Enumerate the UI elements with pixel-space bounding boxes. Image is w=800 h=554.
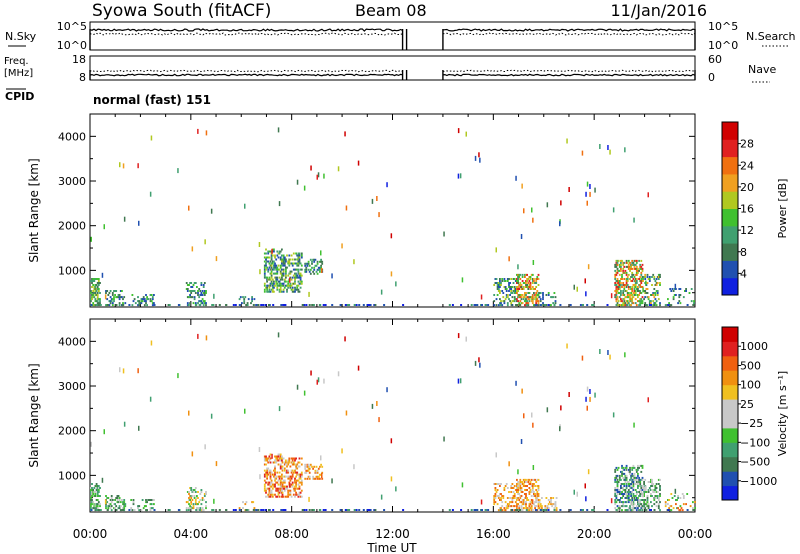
- nsky-panel: 10^5 10^0 N.Sky 10^5 10^0 N.Search: [5, 20, 796, 52]
- colorbar-swatch-0-5: [722, 191, 738, 209]
- colorbar-swatch-0-3: [722, 225, 738, 244]
- power-panel: 1000 2000 3000 4000 Slant Range [km] 28 24 20 16…: [27, 113, 789, 308]
- nsky-lines-dotted-1: [442, 32, 696, 36]
- freq-tick-top: 18: [72, 53, 86, 66]
- y-tick-label-0-3: 4000: [58, 130, 86, 143]
- colorbar-tick-1-4: −25: [740, 417, 763, 430]
- x-tick-label-1: 04:00: [174, 527, 209, 541]
- freq-label: Freq.: [4, 56, 29, 67]
- colorbar-swatch-0-9: [722, 122, 738, 140]
- colorbar-tick-0-3: 16: [740, 203, 754, 216]
- colorbar-tick-0-1: 24: [740, 159, 754, 172]
- colorbar-swatch-1-10: [722, 341, 738, 357]
- cpid-label: CPID: [5, 90, 34, 103]
- station-title: Syowa South (fitACF): [92, 1, 271, 21]
- colorbar-label-1: Velocity [m s⁻¹]: [776, 371, 789, 456]
- nsky-lines-solid-0: [89, 28, 403, 32]
- nave-tick-bottom: 0: [708, 71, 715, 84]
- y-tick-label-0-2: 3000: [58, 175, 86, 188]
- date-label: 11/Jan/2016: [610, 1, 707, 20]
- y-tick-label-0-1: 2000: [58, 220, 86, 233]
- colorbar-swatch-1-3: [722, 442, 738, 458]
- colorbar-tick-1-1: 500: [740, 359, 761, 372]
- y-tick-label-0-0: 1000: [58, 264, 86, 277]
- colorbar-swatch-0-4: [722, 208, 738, 227]
- panel-frame-0: [89, 113, 696, 308]
- data-cells-1: [90, 332, 696, 512]
- colorbar-tick-0-0: 28: [740, 138, 754, 151]
- freq-lines-dotted-0: [89, 69, 403, 73]
- panel-frame-1: [89, 318, 696, 513]
- colorbar-swatch-1-4: [722, 427, 738, 443]
- x-tick-label-2: 08:00: [274, 527, 309, 541]
- freq-lines-solid-1: [442, 73, 696, 77]
- data-cells-0: [90, 127, 695, 307]
- y-tick-label-1-2: 3000: [58, 380, 86, 393]
- freq-panel: 18 8 Freq. [MHz] 60 0 Nave: [4, 53, 776, 84]
- colorbar-tick-0-6: 4: [740, 267, 747, 280]
- colorbar-tick-0-2: 20: [740, 181, 754, 194]
- x-tick-label-4: 16:00: [476, 527, 511, 541]
- freq-unit-label: [MHz]: [4, 68, 33, 79]
- colorbar-swatch-0-8: [722, 139, 738, 158]
- x-axis: 00:00 04:00 08:00 12:00 16:00 20:00 00:00: [73, 527, 713, 541]
- nsky-lines-solid-1: [442, 28, 696, 32]
- freq-tick-bottom: 8: [79, 71, 86, 84]
- nsky-tick-top: 10^5: [57, 20, 87, 33]
- nsky-lines-dotted-0: [89, 32, 403, 36]
- y-axis-label-0: Slant Range [km]: [27, 158, 41, 262]
- colorbar-swatch-1-8: [722, 370, 738, 386]
- nsky-label: N.Sky: [5, 30, 37, 43]
- beam-label: Beam 08: [355, 1, 427, 20]
- colorbar-tick-0-4: 12: [740, 224, 754, 237]
- colorbar-swatch-1-7: [722, 384, 738, 400]
- x-axis-label: Time UT: [366, 541, 417, 554]
- nsearch-tick-top: 10^5: [708, 20, 738, 33]
- colorbar-swatch-1-6: [722, 399, 738, 414]
- colorbar-0: 28 24 20 16 12 8 4 Power [dB]: [721, 121, 789, 296]
- nsearch-tick-bottom: 10^0: [708, 39, 738, 52]
- cpid-text: normal (fast) 151: [93, 93, 211, 107]
- nave-tick-top: 60: [708, 53, 722, 66]
- colorbar-swatch-1-11: [722, 327, 738, 342]
- freq-lines-solid-0: [89, 73, 403, 77]
- colorbar-tick-1-0: 1000: [740, 340, 768, 353]
- colorbar-swatch-0-6: [722, 173, 738, 192]
- colorbar-tick-1-2: 100: [740, 379, 761, 392]
- colorbar-swatch-0-1: [722, 260, 738, 279]
- colorbar-tick-1-7: −1000: [740, 475, 777, 488]
- colorbar-swatch-0-0: [722, 277, 738, 296]
- x-tick-label-6: 00:00: [678, 527, 713, 541]
- colorbar-swatch-1-0: [722, 485, 738, 501]
- colorbar-swatch-0-7: [722, 156, 738, 175]
- colorbar-1: 1000 500 100 25 −25 −100 −500 −1000 Velocity [m …: [721, 326, 789, 501]
- colorbar-tick-1-5: −100: [740, 436, 770, 449]
- nsearch-label: N.Search: [746, 30, 796, 43]
- y-tick-label-1-3: 4000: [58, 335, 86, 348]
- y-tick-label-1-1: 2000: [58, 425, 86, 438]
- colorbar-label-0: Power [dB]: [776, 179, 789, 239]
- y-tick-label-1-0: 1000: [58, 469, 86, 482]
- colorbar-tick-1-3: 25: [740, 398, 754, 411]
- colorbar-swatch-1-2: [722, 456, 738, 472]
- x-tick-label-5: 20:00: [577, 527, 612, 541]
- colorbar-swatch-0-2: [722, 243, 738, 261]
- y-axis-label-1: Slant Range [km]: [27, 363, 41, 467]
- x-tick-label-0: 00:00: [73, 527, 108, 541]
- x-tick-label-3: 12:00: [375, 527, 410, 541]
- colorbar-swatch-1-9: [722, 355, 738, 371]
- freq-lines-dotted-1: [442, 69, 696, 73]
- colorbar-swatch-1-5: [722, 413, 738, 429]
- nsky-tick-bottom: 10^0: [57, 39, 87, 52]
- nave-label: Nave: [748, 63, 776, 76]
- colorbar-tick-0-5: 8: [740, 246, 747, 259]
- colorbar-tick-1-6: −500: [740, 456, 770, 469]
- colorbar-swatch-1-1: [722, 471, 738, 487]
